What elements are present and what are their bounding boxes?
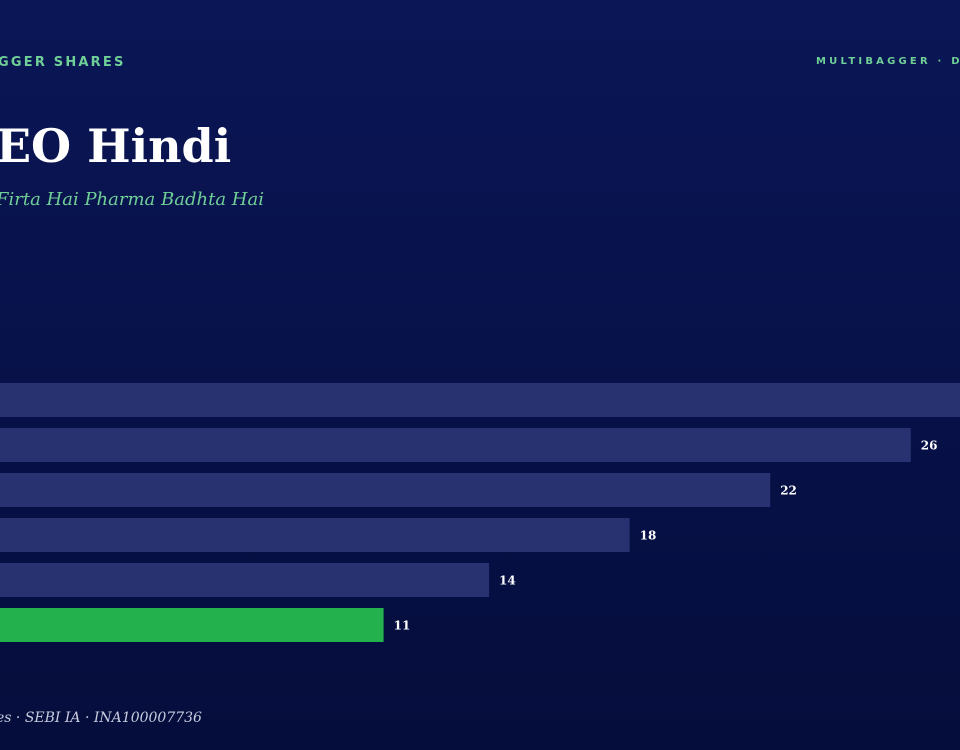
bar xyxy=(0,608,384,642)
value-label: 22 xyxy=(780,484,797,498)
value-label: 26 xyxy=(921,439,938,453)
value-label: 18 xyxy=(640,529,657,543)
title: EO Hindi xyxy=(0,119,231,173)
bar xyxy=(0,473,771,507)
value-label: 11 xyxy=(394,619,411,633)
bar xyxy=(0,383,960,417)
bar xyxy=(0,428,911,462)
bar-chart: 302622181411 xyxy=(0,383,960,642)
bar xyxy=(0,563,490,597)
value-label: 14 xyxy=(499,574,516,588)
tag: MULTIBAGGER · D xyxy=(816,56,960,67)
bar xyxy=(0,518,630,552)
footer: es · SEBI IA · INA100007736 xyxy=(0,710,202,726)
subtitle: Firta Hai Pharma Badhta Hai xyxy=(0,189,264,210)
brand: GGER SHARES xyxy=(0,55,126,70)
